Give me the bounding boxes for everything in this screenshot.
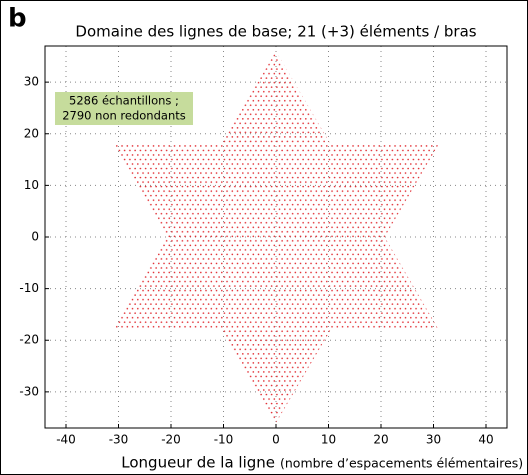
panel-label: b	[8, 4, 27, 34]
plot-area: -40 -30 -20 -10 0 10 20 30 40 -30 -20 -10 0 10 20 30 528…	[19, 45, 508, 447]
plot-border	[44, 45, 508, 429]
x-tick-label: -10	[214, 433, 234, 447]
y-tick-label: -20	[19, 333, 39, 347]
x-tick-label: 20	[373, 433, 388, 447]
x-tick-label: -40	[56, 433, 76, 447]
y-tick-label: 10	[24, 178, 39, 192]
x-tick-label: 0	[272, 433, 280, 447]
y-tick-label: 20	[24, 126, 39, 140]
x-tick-label: -30	[109, 433, 129, 447]
annotation-text: 5286 échantillons ;	[69, 94, 179, 108]
annotation-box	[55, 92, 193, 125]
y-tick-label: 0	[31, 230, 39, 244]
x-tick-label: 30	[426, 433, 441, 447]
chart-title: Domaine des lignes de base; 21 (+3) élém…	[75, 23, 476, 41]
x-tick-label: -20	[161, 433, 181, 447]
y-tick-label: -10	[19, 281, 39, 295]
annotation-text: 2790 non redondants	[62, 109, 186, 123]
x-tick-label: 40	[478, 433, 493, 447]
y-tick-label: 30	[24, 75, 39, 89]
y-tick-label: -30	[19, 384, 39, 398]
x-axis-label: Longueur de la ligne	[121, 454, 275, 472]
sample-region	[113, 51, 439, 423]
x-tick-label: 10	[321, 433, 336, 447]
x-axis-note: (nombre d’espacements élémentaires)	[280, 456, 523, 471]
